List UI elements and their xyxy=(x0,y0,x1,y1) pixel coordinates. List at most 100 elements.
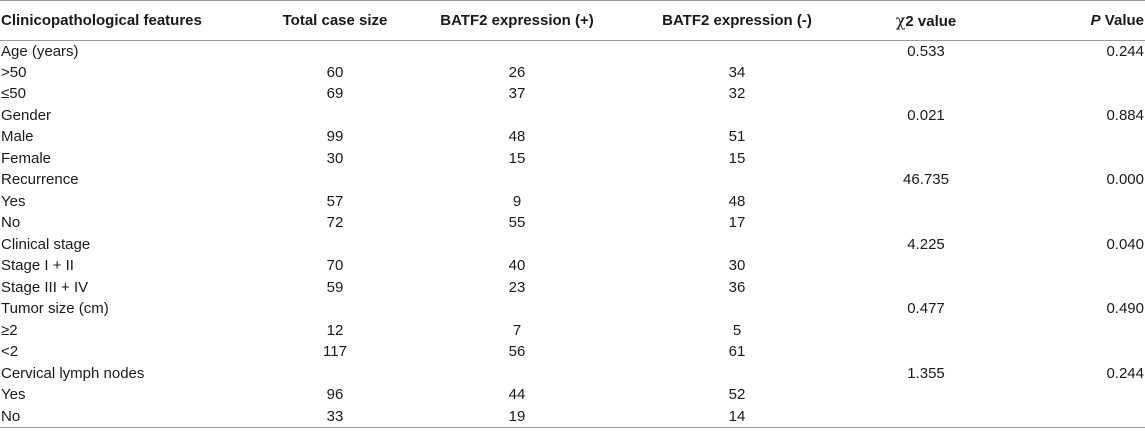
cell-total-case-size: 69 xyxy=(326,85,344,103)
cell-total-case-size xyxy=(270,363,400,385)
cell-p-value xyxy=(1012,213,1145,235)
table-row: <2 117 56 61 xyxy=(0,342,1145,364)
chi-label: 2 value xyxy=(905,13,957,30)
p-label: Value xyxy=(1100,12,1144,29)
cell-total-case-size: 30 xyxy=(326,149,344,167)
cell-batf2-positive: 7 xyxy=(512,321,522,339)
cell-batf2-negative: 15 xyxy=(728,149,746,167)
cell-p-value: 0.040 xyxy=(1106,235,1144,253)
cell-batf2-positive: 23 xyxy=(508,278,526,296)
cell-chi-square xyxy=(840,406,1012,428)
cell-p-value xyxy=(1012,342,1145,364)
cell-feature: Yes xyxy=(1,386,26,404)
cell-batf2-positive: 55 xyxy=(508,214,526,232)
cell-batf2-positive: 19 xyxy=(400,406,634,428)
table-row: Stage III + IV 59 23 36 xyxy=(0,277,1145,299)
table-header: Clinicopathological features Total case … xyxy=(0,0,1145,41)
cell-p-value xyxy=(1012,191,1145,213)
cell-batf2-negative xyxy=(634,105,840,127)
cell-feature: Gender xyxy=(1,106,52,124)
table-row: No 33 19 14 xyxy=(0,406,1145,428)
cell-batf2-negative xyxy=(634,299,840,321)
cell-p-value: 0.000 xyxy=(1106,171,1144,189)
cell-p-value xyxy=(1012,406,1145,428)
cell-p-value xyxy=(1012,256,1145,278)
table-body: Age (years) 0.533 0.244 >50 60 26 34 ≤50 69 37 32 G… xyxy=(0,41,1145,428)
table-row: ≤50 69 37 32 xyxy=(0,84,1145,106)
cell-batf2-negative: 51 xyxy=(728,128,746,146)
cell-batf2-positive: 26 xyxy=(508,63,526,81)
cell-batf2-negative: 32 xyxy=(728,85,746,103)
cell-batf2-negative: 48 xyxy=(728,192,746,210)
cell-total-case-size: 99 xyxy=(326,128,344,146)
cell-chi-square xyxy=(840,213,1012,235)
table-row: Gender 0.021 0.884 xyxy=(0,105,1145,127)
cell-batf2-negative xyxy=(634,170,840,192)
cell-chi-square: 46.735 xyxy=(903,171,949,189)
cell-feature: Stage III + IV xyxy=(1,278,89,296)
cell-feature: No xyxy=(0,406,270,428)
cell-total-case-size: 72 xyxy=(326,214,344,232)
cell-batf2-negative: 5 xyxy=(732,321,742,339)
cell-p-value xyxy=(1012,148,1145,170)
table-row: No 72 55 17 xyxy=(0,213,1145,235)
cell-chi-square xyxy=(840,62,1012,84)
cell-p-value xyxy=(1012,277,1145,299)
cell-batf2-positive xyxy=(400,41,634,63)
cell-batf2-negative xyxy=(634,363,840,385)
header-total-case-size: Total case size xyxy=(270,0,400,41)
cell-p-value xyxy=(1012,385,1145,407)
cell-total-case-size: 60 xyxy=(326,63,344,81)
cell-feature: Cervical lymph nodes xyxy=(1,364,145,382)
cell-total-case-size: 96 xyxy=(326,386,344,404)
table-row: Yes 57 9 48 xyxy=(0,191,1145,213)
cell-chi-square: 4.225 xyxy=(907,235,945,253)
cell-batf2-positive: 56 xyxy=(508,343,526,361)
cell-total-case-size xyxy=(270,170,400,192)
table-row: Clinical stage 4.225 0.040 xyxy=(0,234,1145,256)
cell-batf2-positive xyxy=(400,105,634,127)
cell-p-value: 0.884 xyxy=(1106,106,1144,124)
table-row: Tumor size (cm) 0.477 0.490 xyxy=(0,299,1145,321)
cell-feature: Tumor size (cm) xyxy=(1,300,109,318)
cell-p-value: 0.490 xyxy=(1106,300,1144,318)
cell-p-value: 0.244 xyxy=(1106,42,1144,60)
cell-chi-square xyxy=(840,320,1012,342)
cell-batf2-positive xyxy=(400,299,634,321)
cell-p-value xyxy=(1012,127,1145,149)
chi-symbol: χ xyxy=(895,11,906,30)
table-row: Female 30 15 15 xyxy=(0,148,1145,170)
cell-batf2-negative: 30 xyxy=(728,257,746,275)
cell-batf2-negative xyxy=(634,234,840,256)
cell-feature: ≤50 xyxy=(1,85,26,103)
header-features: Clinicopathological features xyxy=(0,0,270,41)
cell-batf2-positive xyxy=(400,170,634,192)
cell-feature: Female xyxy=(1,149,52,167)
cell-batf2-negative xyxy=(634,41,840,63)
cell-p-value: 0.244 xyxy=(1106,364,1144,382)
cell-chi-square xyxy=(840,385,1012,407)
header-batf2-negative: BATF2 expression (-) xyxy=(634,0,840,41)
cell-batf2-positive xyxy=(400,363,634,385)
cell-batf2-negative: 34 xyxy=(728,63,746,81)
cell-batf2-negative: 17 xyxy=(728,214,746,232)
cell-chi-square xyxy=(840,191,1012,213)
cell-p-value xyxy=(1012,84,1145,106)
cell-total-case-size xyxy=(270,41,400,63)
table-row: ≥2 12 7 5 xyxy=(0,320,1145,342)
cell-feature: >50 xyxy=(1,63,27,81)
cell-feature: Stage I + II xyxy=(1,257,74,275)
cell-feature: Male xyxy=(1,128,34,146)
table-row: Cervical lymph nodes 1.355 0.244 xyxy=(0,363,1145,385)
cell-chi-square xyxy=(840,148,1012,170)
cell-batf2-negative: 52 xyxy=(728,386,746,404)
cell-chi-square: 1.355 xyxy=(907,364,945,382)
p-symbol: P xyxy=(1090,12,1101,29)
cell-chi-square xyxy=(840,84,1012,106)
cell-batf2-positive: 9 xyxy=(512,192,522,210)
cell-p-value xyxy=(1012,62,1145,84)
cell-total-case-size xyxy=(270,299,400,321)
cell-batf2-negative: 36 xyxy=(728,278,746,296)
cell-total-case-size: 70 xyxy=(326,257,344,275)
cell-feature: Yes xyxy=(1,192,26,210)
